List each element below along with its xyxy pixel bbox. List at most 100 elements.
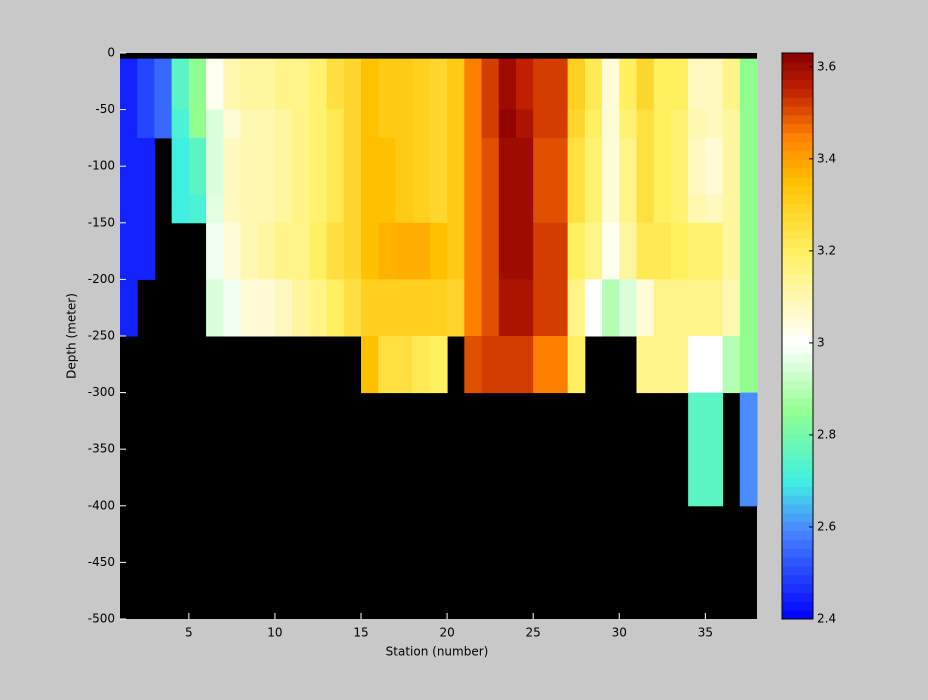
heatmap-cell bbox=[292, 194, 310, 224]
heatmap-cell bbox=[705, 251, 724, 280]
heatmap-cell bbox=[292, 279, 310, 337]
colorbar-band bbox=[782, 97, 813, 107]
colorbar-band bbox=[782, 415, 813, 425]
heatmap-cell bbox=[464, 222, 483, 252]
heatmap-cell bbox=[722, 194, 741, 224]
heatmap-cell bbox=[326, 222, 345, 252]
heatmap-cell bbox=[670, 137, 689, 195]
colorbar-tick-label: 3.6 bbox=[817, 59, 836, 73]
y-tick-label: -300 bbox=[88, 385, 115, 399]
heatmap-cell bbox=[722, 336, 741, 394]
heatmap-cell bbox=[567, 137, 586, 195]
heatmap-cell bbox=[481, 58, 500, 111]
heatmap-cell bbox=[188, 109, 207, 139]
heatmap-cell bbox=[447, 251, 465, 280]
heatmap-cell bbox=[498, 137, 517, 195]
heatmap-cell bbox=[515, 336, 534, 394]
heatmap-cell bbox=[636, 109, 655, 139]
heatmap-cell bbox=[670, 194, 689, 224]
colorbar-band bbox=[782, 468, 813, 478]
heatmap-cell bbox=[688, 222, 706, 252]
heatmap-cell bbox=[464, 137, 483, 195]
heatmap-cell bbox=[326, 279, 345, 337]
heatmap-cell bbox=[653, 336, 672, 394]
heatmap-cell bbox=[206, 222, 224, 252]
heatmap-cell bbox=[309, 251, 328, 280]
colorbar-band bbox=[782, 521, 813, 532]
heatmap-cell bbox=[653, 251, 672, 280]
y-tick-label: 0 bbox=[107, 46, 115, 60]
heatmap-cell bbox=[240, 251, 259, 280]
heatmap-cell bbox=[292, 109, 310, 139]
heatmap-cell bbox=[309, 194, 328, 224]
colorbar-band bbox=[782, 548, 813, 558]
heatmap-cell bbox=[584, 279, 603, 337]
heatmap-cell bbox=[240, 109, 259, 139]
heatmap-cell bbox=[670, 222, 689, 252]
heatmap-cell bbox=[412, 194, 431, 224]
colorbar-band bbox=[782, 327, 813, 337]
y-tick-label: -50 bbox=[95, 102, 115, 116]
heatmap-cell bbox=[567, 251, 586, 280]
heatmap-cell bbox=[223, 109, 242, 139]
colorbar-band bbox=[782, 574, 813, 585]
colorbar-band bbox=[782, 53, 813, 63]
colorbar-band bbox=[782, 274, 813, 284]
heatmap-cell bbox=[395, 251, 414, 280]
colorbar-tick-label: 2.4 bbox=[817, 612, 836, 626]
colorbar-band bbox=[782, 362, 813, 372]
heatmap-cell bbox=[395, 58, 414, 111]
heatmap-cell bbox=[533, 222, 551, 252]
colorbar-band bbox=[782, 88, 813, 98]
colorbar-band bbox=[782, 132, 813, 142]
heatmap-cell bbox=[636, 194, 655, 224]
heatmap-cell bbox=[688, 279, 706, 337]
y-tick-label: -250 bbox=[88, 329, 115, 343]
heatmap-cell bbox=[274, 58, 293, 111]
heatmap-cell bbox=[481, 109, 500, 139]
heatmap-cell bbox=[688, 109, 706, 139]
heatmap-cell bbox=[550, 251, 569, 280]
heatmap-cell bbox=[223, 58, 242, 111]
heatmap-cell bbox=[705, 137, 724, 195]
heatmap-cell bbox=[240, 194, 259, 224]
heatmap-cell bbox=[429, 58, 448, 111]
heatmap-cell bbox=[464, 279, 483, 337]
heatmap-cell bbox=[326, 251, 345, 280]
heatmap-cell bbox=[533, 58, 551, 111]
heatmap-cell bbox=[447, 58, 465, 111]
heatmap-cell bbox=[739, 58, 758, 111]
x-tick-label: 10 bbox=[267, 626, 282, 640]
y-tick-label: -200 bbox=[88, 272, 115, 286]
colorbar-band bbox=[782, 150, 813, 160]
heatmap-cell bbox=[636, 222, 655, 252]
colorbar-band bbox=[782, 247, 813, 257]
heatmap-cell bbox=[636, 279, 655, 337]
colorbar-band bbox=[782, 406, 813, 417]
heatmap-cell bbox=[361, 251, 379, 280]
heatmap-cell bbox=[636, 251, 655, 280]
heatmap-cell bbox=[447, 222, 465, 252]
heatmap-cell bbox=[515, 251, 534, 280]
heatmap-cell bbox=[429, 222, 448, 252]
heatmap-cell bbox=[498, 58, 517, 111]
heatmap-cell bbox=[653, 58, 672, 111]
heatmap-cell bbox=[515, 137, 534, 195]
heatmap-cell bbox=[498, 109, 517, 139]
colorbar-band bbox=[782, 70, 813, 81]
heatmap-cell bbox=[533, 251, 551, 280]
heatmap-cell bbox=[378, 194, 396, 224]
y-tick-label: -150 bbox=[88, 215, 115, 229]
heatmap-cell bbox=[361, 58, 379, 111]
heatmap-cell bbox=[188, 58, 207, 111]
heatmap-cell bbox=[722, 137, 741, 195]
heatmap-cell bbox=[240, 222, 259, 252]
heatmap-cell bbox=[498, 222, 517, 252]
heatmap-cell bbox=[343, 58, 362, 111]
colorbar-band bbox=[782, 203, 813, 213]
heatmap-cell bbox=[412, 222, 431, 252]
heatmap-cell bbox=[533, 336, 551, 394]
colorbar-band bbox=[782, 79, 813, 89]
heatmap-cell bbox=[533, 109, 551, 139]
